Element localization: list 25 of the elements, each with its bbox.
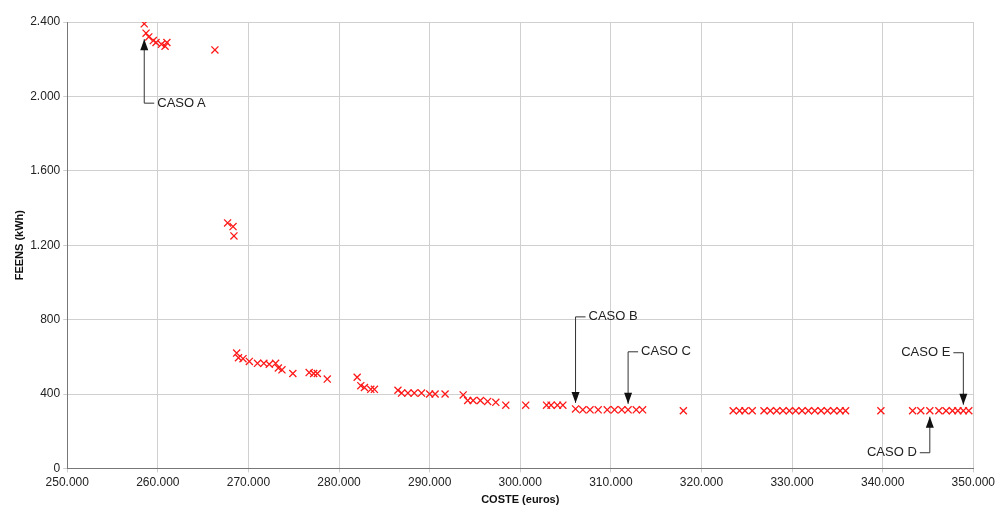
x-axis-title: COSTE (euros) xyxy=(481,493,560,506)
y-tick-label: 2.400 xyxy=(30,14,61,29)
x-tick-label: 300.000 xyxy=(498,474,543,489)
annotation: CASO A xyxy=(157,94,206,110)
x-tick-label: 270.000 xyxy=(226,474,271,489)
annotation: CASO D xyxy=(866,444,917,460)
x-tick-label: 330.000 xyxy=(770,474,815,489)
x-tick-label: 260.000 xyxy=(136,474,180,489)
x-tick-label: 340.000 xyxy=(861,474,905,489)
x-tick-label: 280.000 xyxy=(317,474,362,489)
y-tick-label: 0 xyxy=(53,460,61,475)
x-tick-label: 250.000 xyxy=(45,474,90,489)
y-tick-label: 2.000 xyxy=(30,88,61,103)
y-axis-title: FEENS (kWh) xyxy=(12,209,25,281)
y-tick-label: 1.200 xyxy=(30,237,61,252)
annotation: CASO E xyxy=(901,344,951,360)
annotation: CASO B xyxy=(588,308,638,324)
x-tick-label: 310.000 xyxy=(589,474,633,489)
annotation: CASO C xyxy=(641,343,691,359)
x-tick-label: 320.000 xyxy=(679,474,724,489)
y-tick-label: 1.600 xyxy=(30,163,61,178)
x-tick-label: 350.000 xyxy=(951,474,996,489)
x-tick-label: 290.000 xyxy=(407,474,452,489)
y-tick-label: 400 xyxy=(40,386,61,401)
y-tick-label: 800 xyxy=(40,311,61,326)
